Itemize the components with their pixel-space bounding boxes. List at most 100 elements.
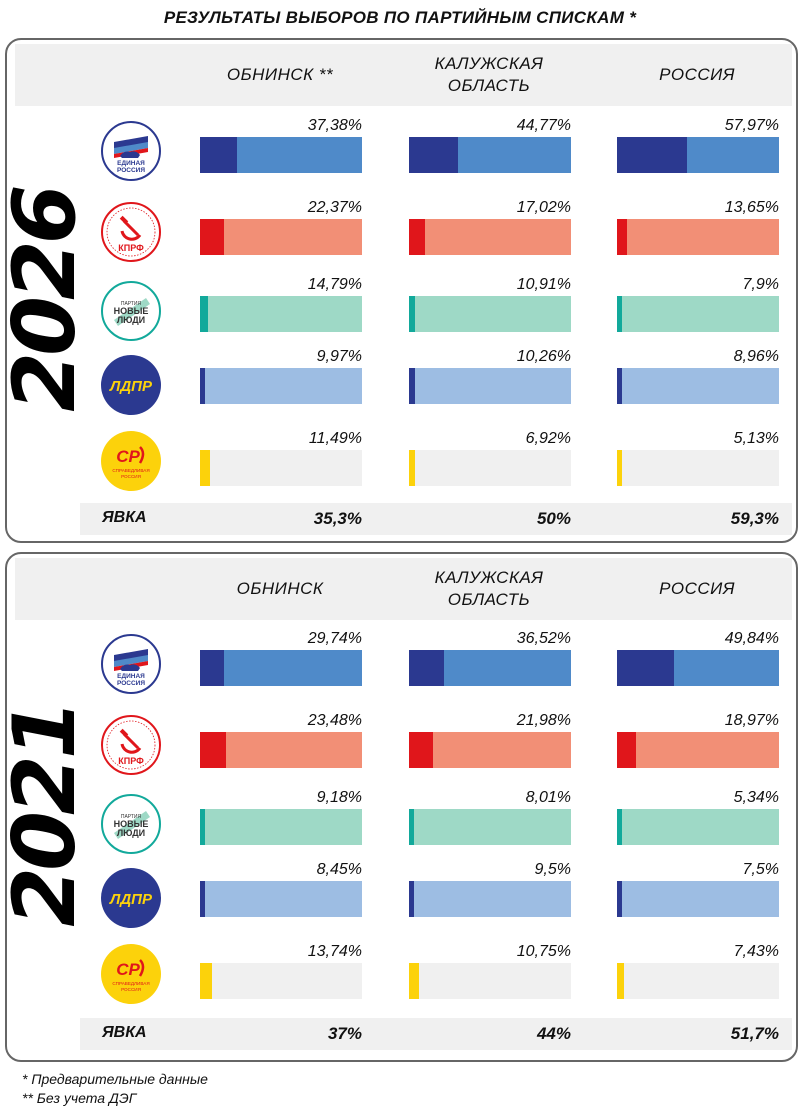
svg-text:СР: СР — [116, 447, 140, 466]
bar-fill — [200, 963, 212, 999]
bar-fill — [617, 450, 622, 486]
bar-track — [617, 650, 779, 686]
new-people-icon: ПАРТИЯ НОВЫЕ ЛЮДИ — [100, 793, 162, 855]
bar-track — [200, 137, 362, 173]
data-label: 10,91% — [516, 276, 571, 293]
svg-text:ЛДПР: ЛДПР — [109, 891, 153, 908]
bar-track — [409, 368, 571, 404]
bar-track — [617, 296, 779, 332]
bar-fill — [200, 809, 205, 845]
data-label: 9,5% — [534, 861, 571, 878]
data-label: 8,45% — [316, 861, 362, 878]
svg-text:ЛЮДИ: ЛЮДИ — [117, 315, 145, 325]
hammer-sickle-icon: КПРФ — [100, 714, 162, 776]
bear-flag-icon: ЕДИНАЯ РОССИЯ — [100, 120, 162, 182]
turnout-value: 35,3% — [313, 509, 362, 528]
svg-text:ЕДИНАЯ: ЕДИНАЯ — [117, 160, 145, 167]
bar-fill — [409, 881, 414, 917]
data-label: 7,9% — [742, 276, 779, 293]
data-label: 7,5% — [742, 861, 779, 878]
turnout-value: 51,7% — [730, 1024, 779, 1043]
bar-fill — [409, 963, 419, 999]
bar-fill — [409, 368, 415, 404]
bar-fill — [200, 650, 224, 686]
data-label: 37,38% — [307, 117, 362, 134]
column-header-line: РОССИЯ — [659, 65, 735, 84]
bar-track — [409, 296, 571, 332]
svg-text:ЛДПР: ЛДПР — [109, 378, 153, 395]
year-label: 2021 — [0, 703, 95, 927]
bar-fill — [617, 809, 622, 845]
column-header-line: КАЛУЖСКАЯ — [434, 568, 544, 587]
data-label: 49,84% — [724, 630, 779, 647]
data-label: 18,97% — [724, 712, 779, 729]
bar-track — [617, 219, 779, 255]
svg-text:РОССИЯ: РОССИЯ — [121, 474, 141, 479]
header-bar — [15, 44, 792, 106]
bar-track — [617, 732, 779, 768]
data-label: 8,01% — [525, 789, 571, 806]
data-label: 44,77% — [516, 117, 571, 134]
data-label: 5,34% — [733, 789, 779, 806]
bar-track — [617, 963, 779, 999]
data-label: 8,96% — [733, 348, 779, 365]
turnout-label: ЯВКА — [102, 1024, 147, 1041]
svg-text:СР: СР — [116, 960, 140, 979]
footnote-preliminary: * Предварительные данные — [22, 1071, 208, 1087]
column-header: ОБНИНСК ** — [180, 44, 380, 106]
svg-text:КПРФ: КПРФ — [118, 756, 144, 766]
ldpr-icon: ЛДПР — [100, 867, 162, 929]
new-people-icon: ПАРТИЯ НОВЫЕ ЛЮДИ — [100, 280, 162, 342]
bar-track — [409, 809, 571, 845]
column-header-line: ОБЛАСТЬ — [447, 76, 531, 95]
turnout-row: ЯВКА — [80, 1018, 792, 1050]
data-label: 13,74% — [307, 943, 362, 960]
data-label: 14,79% — [307, 276, 362, 293]
turnout-row: ЯВКА — [80, 503, 792, 535]
ldpr-icon: ЛДПР — [100, 354, 162, 416]
bar-track — [617, 881, 779, 917]
svg-text:СПРАВЕДЛИВАЯ: СПРАВЕДЛИВАЯ — [112, 981, 149, 986]
bar-fill — [617, 963, 624, 999]
column-header-line: ОБНИНСК ** — [226, 65, 334, 84]
hammer-sickle-icon: КПРФ — [100, 201, 162, 263]
bar-track — [200, 450, 362, 486]
bar-track — [409, 137, 571, 173]
column-header-line: ОБНИНСК — [236, 579, 324, 598]
bar-track — [200, 732, 362, 768]
header-bar — [15, 558, 792, 620]
bar-fill — [200, 881, 205, 917]
data-label: 57,97% — [724, 117, 779, 134]
bar-track — [617, 137, 779, 173]
svg-text:ЕДИНАЯ: ЕДИНАЯ — [117, 673, 145, 680]
column-header-line: РОССИЯ — [659, 579, 735, 598]
bar-track — [200, 809, 362, 845]
turnout-value: 44% — [536, 1024, 571, 1043]
turnout-value: 50% — [536, 509, 571, 528]
svg-text:ПАРТИЯ: ПАРТИЯ — [121, 814, 142, 820]
data-label: 10,75% — [516, 943, 571, 960]
bar-track — [200, 368, 362, 404]
bar-track — [200, 219, 362, 255]
column-header-text: РОССИЯ — [659, 578, 735, 600]
bar-fill — [617, 137, 687, 173]
turnout-value: 37% — [327, 1024, 362, 1043]
page-title: РЕЗУЛЬТАТЫ ВЫБОРОВ ПО ПАРТИЙНЫМ СПИСКАМ … — [163, 8, 637, 27]
svg-text:ЛЮДИ: ЛЮДИ — [117, 828, 145, 838]
column-header-text: КАЛУЖСКАЯ ОБЛАСТЬ — [435, 567, 544, 611]
data-label: 7,43% — [733, 943, 779, 960]
column-header-text: ОБНИНСК ** — [227, 64, 333, 86]
bar-fill — [200, 296, 208, 332]
data-label: 6,92% — [525, 430, 571, 447]
bar-fill — [200, 137, 237, 173]
bar-track — [409, 963, 571, 999]
svg-text:РОССИЯ: РОССИЯ — [117, 167, 145, 174]
footnote-no-deg: ** Без учета ДЭГ — [22, 1090, 137, 1106]
bar-fill — [200, 368, 205, 404]
data-label: 11,49% — [308, 430, 362, 447]
bar-fill — [409, 137, 458, 173]
bar-fill — [617, 732, 636, 768]
bar-fill — [617, 368, 622, 404]
data-label: 13,65% — [724, 199, 779, 216]
bar-track — [409, 219, 571, 255]
